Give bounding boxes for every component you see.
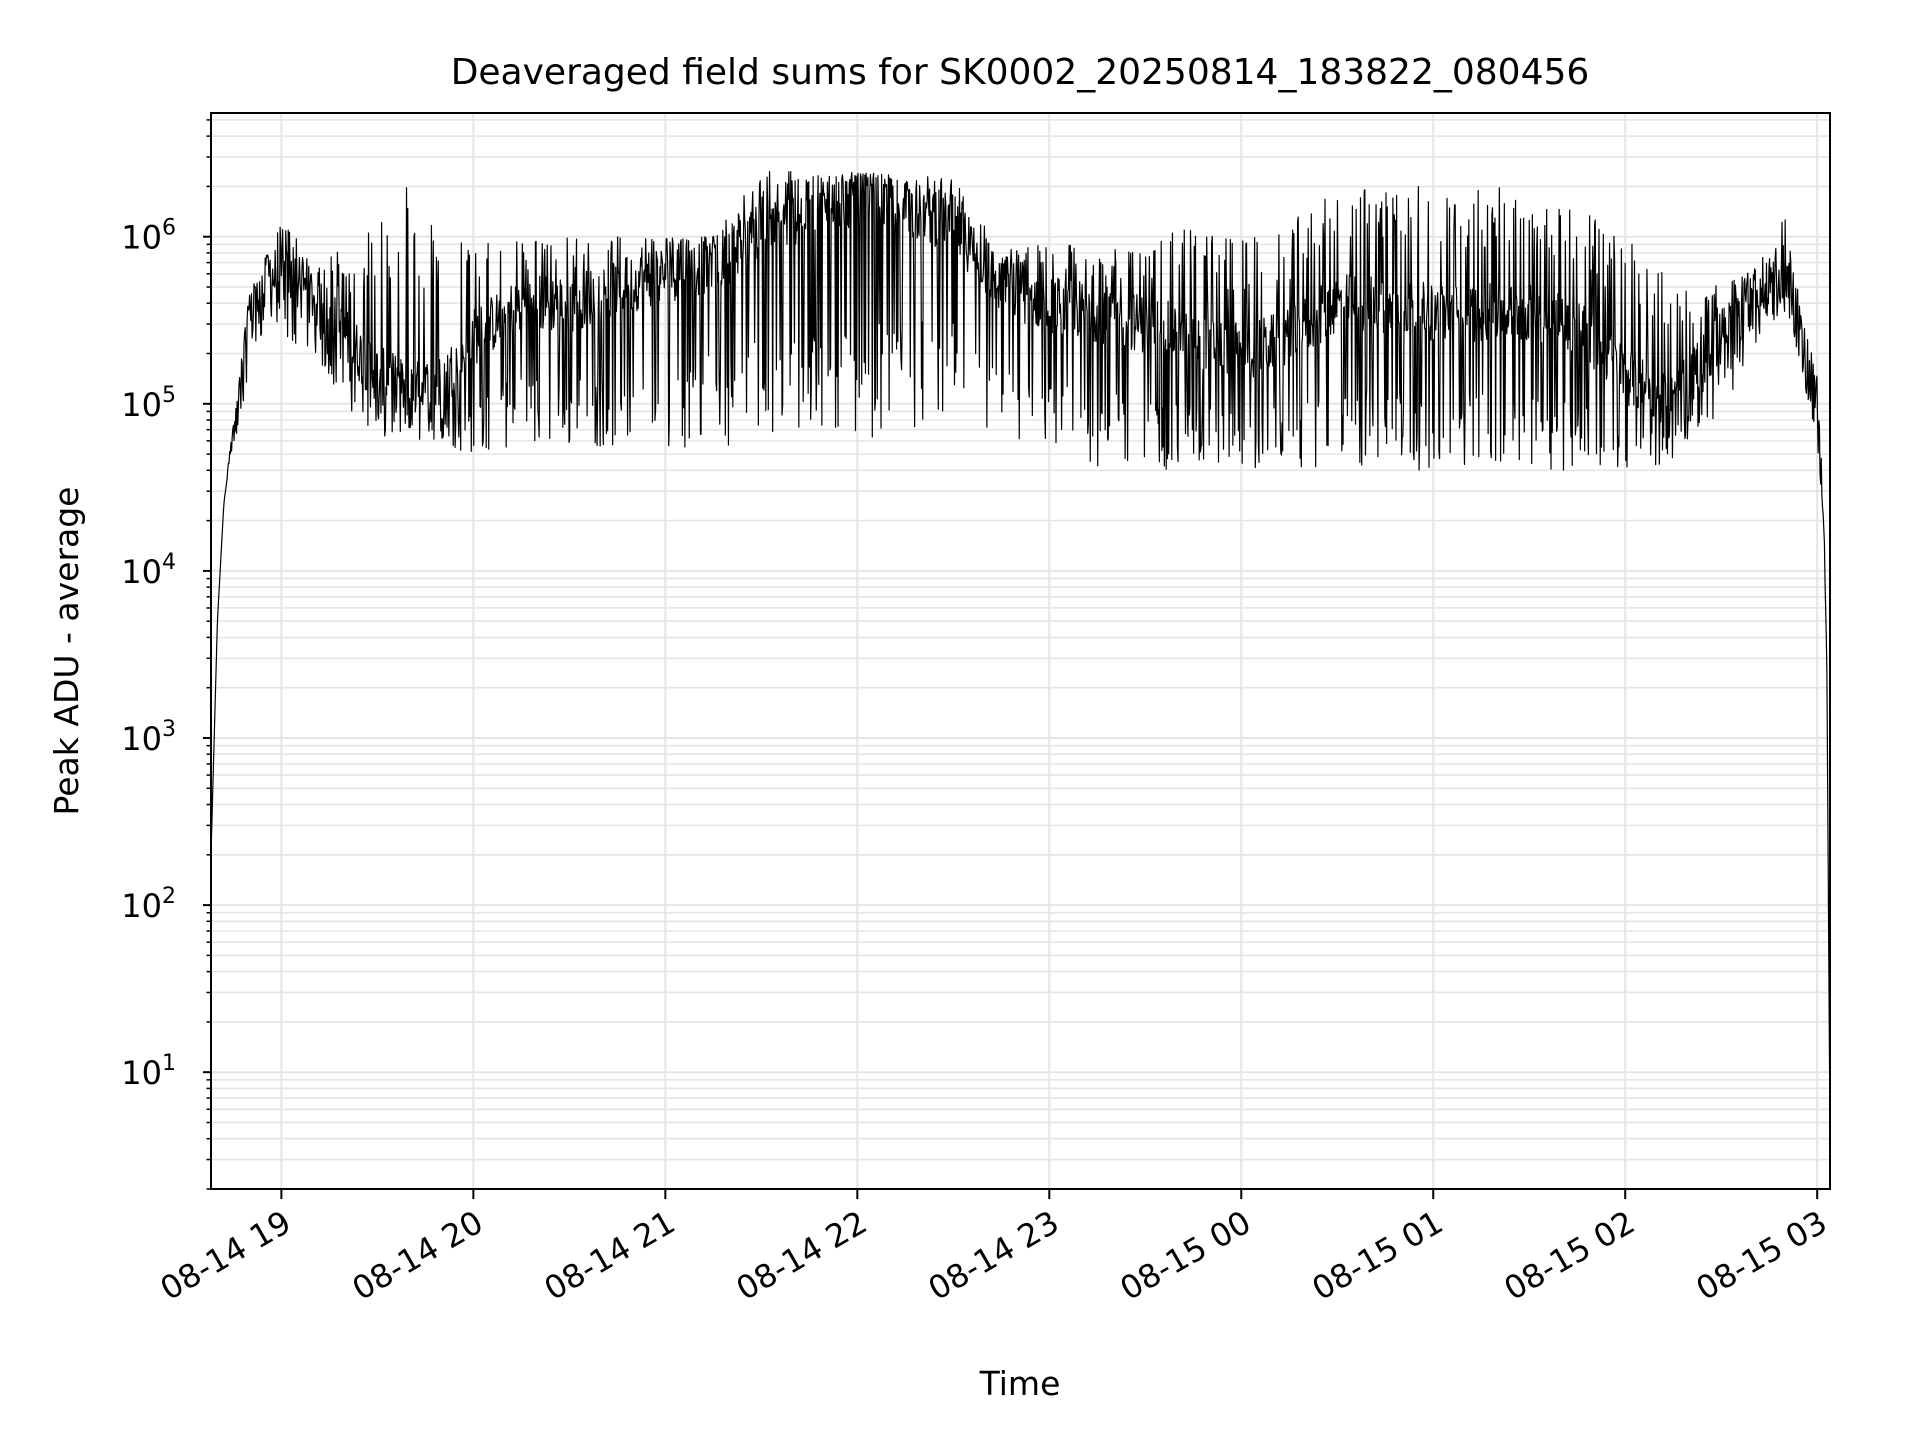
chart-title: Deaveraged field sums for SK0002_2025081… bbox=[451, 52, 1590, 93]
x-axis-label: Time bbox=[979, 1364, 1061, 1403]
y-tick-exponent: 1 bbox=[162, 1051, 176, 1076]
y-tick-exponent: 2 bbox=[162, 884, 176, 909]
series-line bbox=[210, 171, 1831, 1139]
grid bbox=[211, 113, 1830, 1190]
y-tick-base: 10 bbox=[121, 887, 162, 925]
y-tick-label: 104 bbox=[121, 550, 176, 591]
y-tick-base: 10 bbox=[121, 553, 162, 591]
y-tick-label: 102 bbox=[121, 884, 176, 925]
y-tick-exponent: 6 bbox=[162, 216, 176, 241]
y-tick-label: 101 bbox=[121, 1051, 176, 1092]
y-tick-base: 10 bbox=[121, 219, 162, 257]
y-tick-label: 103 bbox=[121, 717, 176, 758]
y-tick-base: 10 bbox=[121, 386, 162, 424]
y-tick-label: 106 bbox=[121, 216, 176, 257]
plot-area bbox=[210, 112, 1831, 1190]
y-tick-base: 10 bbox=[121, 720, 162, 758]
y-axis-label: Peak ADU - average bbox=[47, 487, 86, 816]
series-layer bbox=[210, 171, 1831, 1139]
y-tick-exponent: 4 bbox=[162, 550, 176, 575]
y-tick-exponent: 5 bbox=[162, 383, 176, 408]
y-tick-base: 10 bbox=[121, 1054, 162, 1092]
y-tick-exponent: 3 bbox=[162, 717, 176, 742]
y-tick-label: 105 bbox=[121, 383, 176, 424]
